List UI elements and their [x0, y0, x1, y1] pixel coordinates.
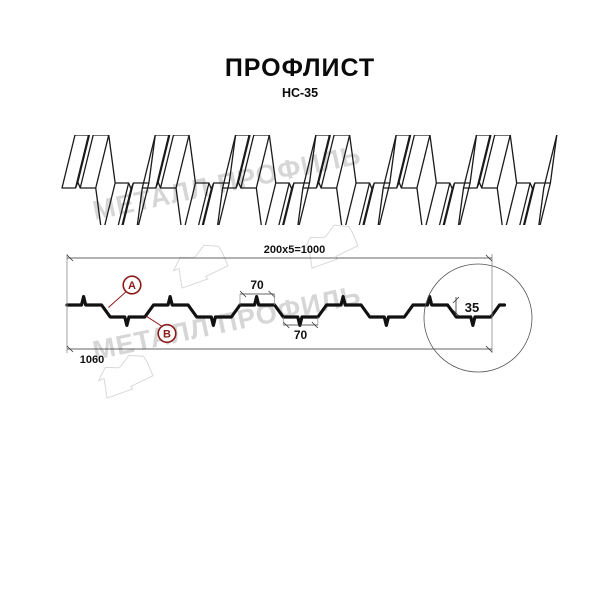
svg-text:B: B: [163, 329, 171, 341]
svg-text:A: A: [128, 280, 136, 292]
svg-text:70: 70: [294, 328, 308, 342]
svg-text:200x5=1000: 200x5=1000: [264, 244, 325, 256]
svg-text:1060: 1060: [80, 354, 104, 366]
svg-text:35: 35: [465, 300, 479, 315]
svg-text:70: 70: [250, 278, 264, 292]
